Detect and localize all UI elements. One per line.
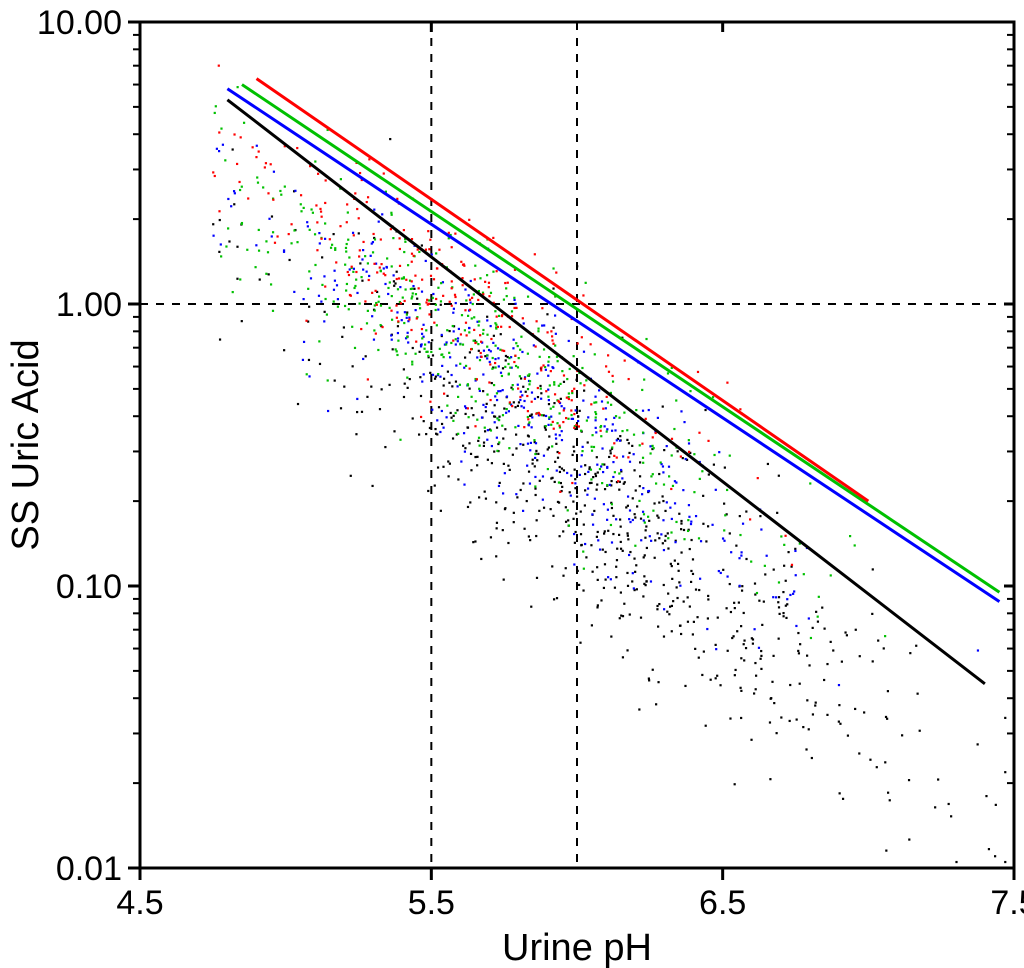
y-tick-label: 10.00 (37, 4, 122, 42)
x-tick-label: 5.5 (408, 884, 455, 922)
y-tick-label: 0.10 (56, 568, 122, 606)
y-tick-label: 1.00 (56, 286, 122, 324)
y-tick-label: 0.01 (56, 850, 122, 888)
y-axis-label: SS Uric Acid (5, 339, 47, 550)
x-tick-label: 7.5 (990, 884, 1024, 922)
scatter-chart: 4.5 5.5 6.5 7.5 0.01 0.10 1.00 10.00 Urine pH SS … (0, 0, 1024, 968)
x-tick-label: 4.5 (116, 884, 163, 922)
chart-svg: 4.5 5.5 6.5 7.5 0.01 0.10 1.00 10.00 Urine pH SS … (0, 0, 1024, 968)
x-axis-label: Urine pH (502, 927, 652, 968)
x-tick-label: 6.5 (699, 884, 746, 922)
